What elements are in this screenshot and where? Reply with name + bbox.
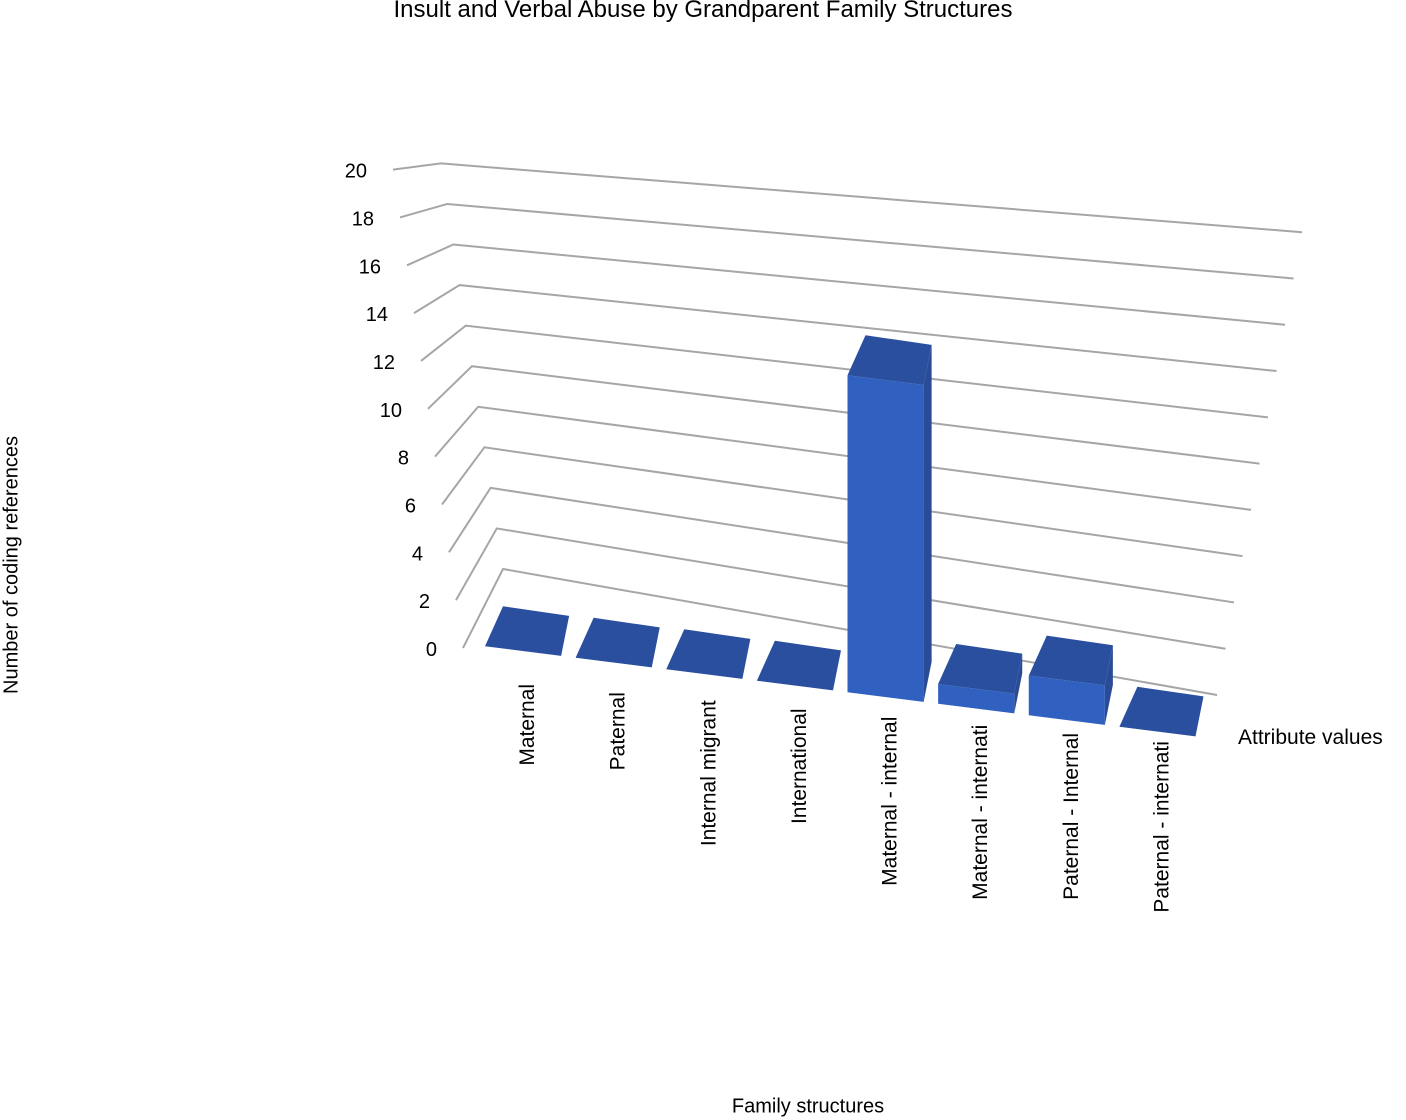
x-tick-label: Maternal - internal [879, 717, 902, 886]
gridline-8 [434, 405, 1252, 511]
gridline-10 [427, 365, 1260, 465]
x-tick-label: Paternal - Internal [1060, 733, 1083, 900]
x-tick-label: Internal migrant [697, 700, 720, 846]
gridline-4 [448, 486, 1235, 604]
y-tick-label: 18 [352, 208, 374, 230]
bar-top-0 [485, 606, 570, 656]
depth-axis-label: Attribute values [1238, 726, 1383, 749]
bar-top-6 [1028, 635, 1113, 686]
bar-top-2 [666, 629, 751, 679]
bar-side-6 [1104, 645, 1113, 725]
y-tick-label: 10 [380, 400, 402, 422]
y-tick-label: 4 [412, 543, 423, 565]
chart-title: Insult and Verbal Abuse by Grandparent F… [393, 0, 1013, 23]
gridline-12 [420, 324, 1269, 419]
y-tick-label: 14 [366, 304, 388, 326]
y-tick-label: 2 [419, 591, 430, 613]
gridline-14 [413, 284, 1277, 373]
bar-front-5 [938, 683, 1015, 714]
x-axis-label: Family structures [731, 1095, 885, 1118]
y-tick-label: 8 [398, 448, 409, 470]
x-tick-label: Paternal [607, 692, 630, 770]
gridline-18 [399, 202, 1294, 280]
x-tick-label: Maternal - internati [969, 725, 992, 900]
y-tick-label: 16 [359, 256, 381, 278]
bar-front-4 [847, 375, 924, 702]
x-tick-label: Maternal [516, 684, 539, 766]
bar-top-3 [756, 640, 841, 691]
gridline-20 [392, 162, 1303, 234]
bar-side-4 [923, 344, 932, 702]
gridline-16 [406, 243, 1286, 326]
x-tick-label: International [788, 708, 811, 824]
bar-top-5 [938, 643, 1023, 694]
bar-side-5 [1014, 653, 1023, 714]
bars [485, 335, 1204, 737]
bar-top-1 [575, 617, 660, 668]
bar-top-7 [1119, 686, 1204, 737]
bar-front-6 [1028, 675, 1105, 725]
gridline-2 [455, 527, 1226, 650]
bar-top-4 [847, 335, 932, 385]
y-tick-label: 0 [426, 639, 437, 661]
y-tick-label: 20 [345, 161, 367, 183]
gridline-6 [441, 446, 1243, 558]
gridlines [392, 162, 1303, 696]
y-tick-label: 12 [373, 352, 395, 374]
x-tick-label: Paternal - internati [1150, 741, 1173, 913]
y-tick-label: 6 [405, 495, 416, 517]
